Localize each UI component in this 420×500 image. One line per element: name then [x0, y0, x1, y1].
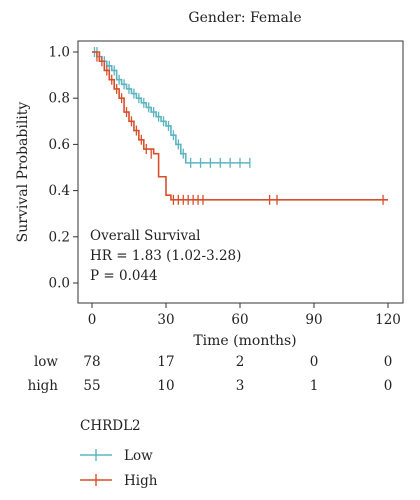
legend: CHRDL2 Low High: [80, 418, 158, 489]
x-tick-label: 60: [231, 312, 248, 328]
x-tick-label: 0: [88, 312, 97, 328]
legend-title: CHRDL2: [80, 418, 141, 434]
risk-row-label: low: [34, 354, 58, 370]
risk-row-label: high: [28, 378, 59, 394]
annotation-line-3: P = 0.044: [90, 268, 158, 284]
stats-annotation: Overall Survival HR = 1.83 (1.02-3.28) P…: [90, 228, 241, 284]
y-tick-label: 0.2: [49, 229, 70, 245]
legend-label: Low: [124, 448, 153, 464]
y-tick-label: 0.8: [49, 91, 70, 107]
y-tick-label: 0.4: [49, 183, 70, 199]
y-axis-label: Survival Probability: [15, 102, 31, 243]
legend-label: High: [124, 473, 158, 489]
annotation-line-2: HR = 1.83 (1.02-3.28): [90, 248, 241, 264]
x-tick-label: 120: [375, 312, 401, 328]
x-axis: 0 30 60 90 120: [88, 303, 401, 328]
y-axis: 0.0 0.2 0.4 0.6 0.8 1.0: [49, 45, 78, 292]
risk-count: 1: [310, 378, 319, 394]
risk-count: 78: [83, 354, 100, 370]
risk-count: 10: [157, 378, 174, 394]
y-tick-label: 0.0: [49, 276, 70, 292]
risk-count: 0: [310, 354, 319, 370]
chart-title: Gender: Female: [188, 10, 301, 26]
risk-count: 0: [384, 354, 393, 370]
km-curve-low: [92, 51, 250, 164]
risk-count: 0: [384, 378, 393, 394]
risk-count: 17: [157, 354, 174, 370]
risk-count: 3: [236, 378, 245, 394]
y-tick-label: 1.0: [49, 45, 70, 61]
risk-count: 2: [236, 354, 245, 370]
x-tick-label: 90: [305, 312, 322, 328]
risk-count: 55: [83, 378, 100, 394]
x-tick-label: 30: [157, 312, 174, 328]
x-axis-label: Time (months): [193, 333, 296, 349]
survival-curves: [92, 47, 388, 205]
y-tick-label: 0.6: [49, 137, 70, 153]
annotation-line-1: Overall Survival: [90, 228, 200, 244]
